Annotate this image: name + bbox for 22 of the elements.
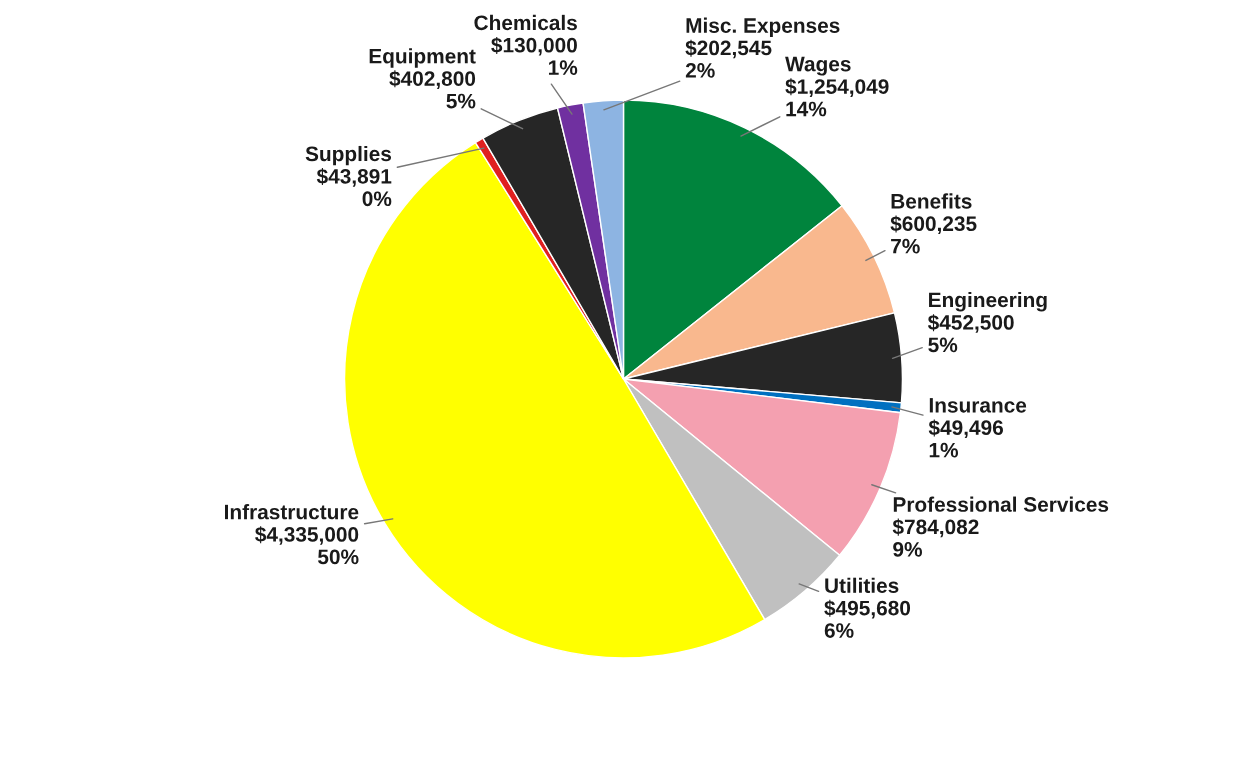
slice-label: Engineering xyxy=(929,291,1047,312)
slice-label: Utilities xyxy=(825,577,899,593)
data-label: $4,335,000 50% xyxy=(255,526,359,565)
slice-label: Professional Services xyxy=(893,496,1109,512)
data-label: $43,891 0% xyxy=(316,168,392,207)
data-label: $1,254,049 14% xyxy=(785,78,889,117)
slice-label: Chemicals xyxy=(474,14,577,31)
slice-label: Equipment xyxy=(369,48,476,68)
data-label: $402,800 5% xyxy=(389,70,476,109)
data-label: $495,680 6% xyxy=(824,599,911,638)
data-label: $202,545 2% xyxy=(685,39,772,78)
slice-label: Benefits xyxy=(891,193,972,209)
slice-label: Insurance xyxy=(929,398,1027,413)
data-label: $600,235 7% xyxy=(890,215,977,254)
data-label: $130,000 1% xyxy=(491,36,578,75)
slice-label: Supplies xyxy=(305,145,392,166)
slice-label: Infrastructure xyxy=(225,504,359,520)
slice-label: Wages xyxy=(785,56,851,76)
data-label: $49,496 1% xyxy=(928,419,1003,458)
data-label: $784,082 9% xyxy=(892,518,979,557)
data-label: $452,500 5% xyxy=(927,314,1014,353)
slice-label: Misc. Expenses xyxy=(686,17,840,38)
